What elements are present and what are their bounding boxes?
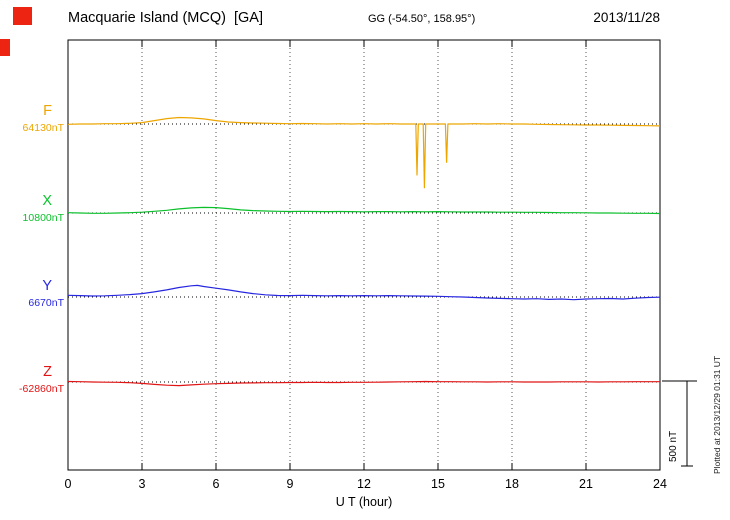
trace-F <box>67 116 661 189</box>
trace-Z <box>67 380 660 387</box>
axis-tick-label: 9 <box>287 477 294 491</box>
component-Z-letter: Z <box>43 364 52 380</box>
component-X-letter: X <box>42 193 52 209</box>
component-F-letter: F <box>43 103 52 119</box>
component-Y-letter: Y <box>42 278 52 294</box>
component-group-X: X 10800nT <box>2 193 64 224</box>
component-group-Y: Y 6670nT <box>2 278 64 309</box>
component-F-baseline-value: 64130nT <box>22 121 64 134</box>
axis-tick-label: 3 <box>139 477 146 491</box>
trace-X <box>67 206 661 215</box>
axis-tick-label: 24 <box>653 477 667 491</box>
axis-tick-label: 6 <box>213 477 220 491</box>
component-Z-baseline-value: -62860nT <box>19 382 64 395</box>
component-group-Z: Z -62860nT <box>2 364 64 395</box>
component-Y-baseline-value: 6670nT <box>28 296 64 309</box>
component-group-F: F 64130nT <box>2 103 64 134</box>
x-axis-title: U T (hour) <box>336 495 393 509</box>
scale-bar-label: 500 nT <box>668 430 679 462</box>
axis-tick-label: 0 <box>65 477 72 491</box>
axis-tick-label: 12 <box>357 477 371 491</box>
trace-Y <box>67 284 661 301</box>
plot-date: 2013/11/28 <box>593 10 660 25</box>
red-marker-top-left <box>13 7 32 25</box>
plotted-at-note: Plotted at 2013/12/29 01:31 UT <box>712 355 722 474</box>
axis-tick-label: 21 <box>579 477 593 491</box>
axis-tick-label: 15 <box>431 477 445 491</box>
geo-coordinates: GG (-54.50°, 158.95°) <box>368 13 476 25</box>
red-marker-left-edge <box>0 39 10 56</box>
axis-tick-label: 18 <box>505 477 519 491</box>
station-title: Macquarie Island (MCQ) [GA] <box>68 10 263 26</box>
component-X-baseline-value: 10800nT <box>22 211 64 224</box>
